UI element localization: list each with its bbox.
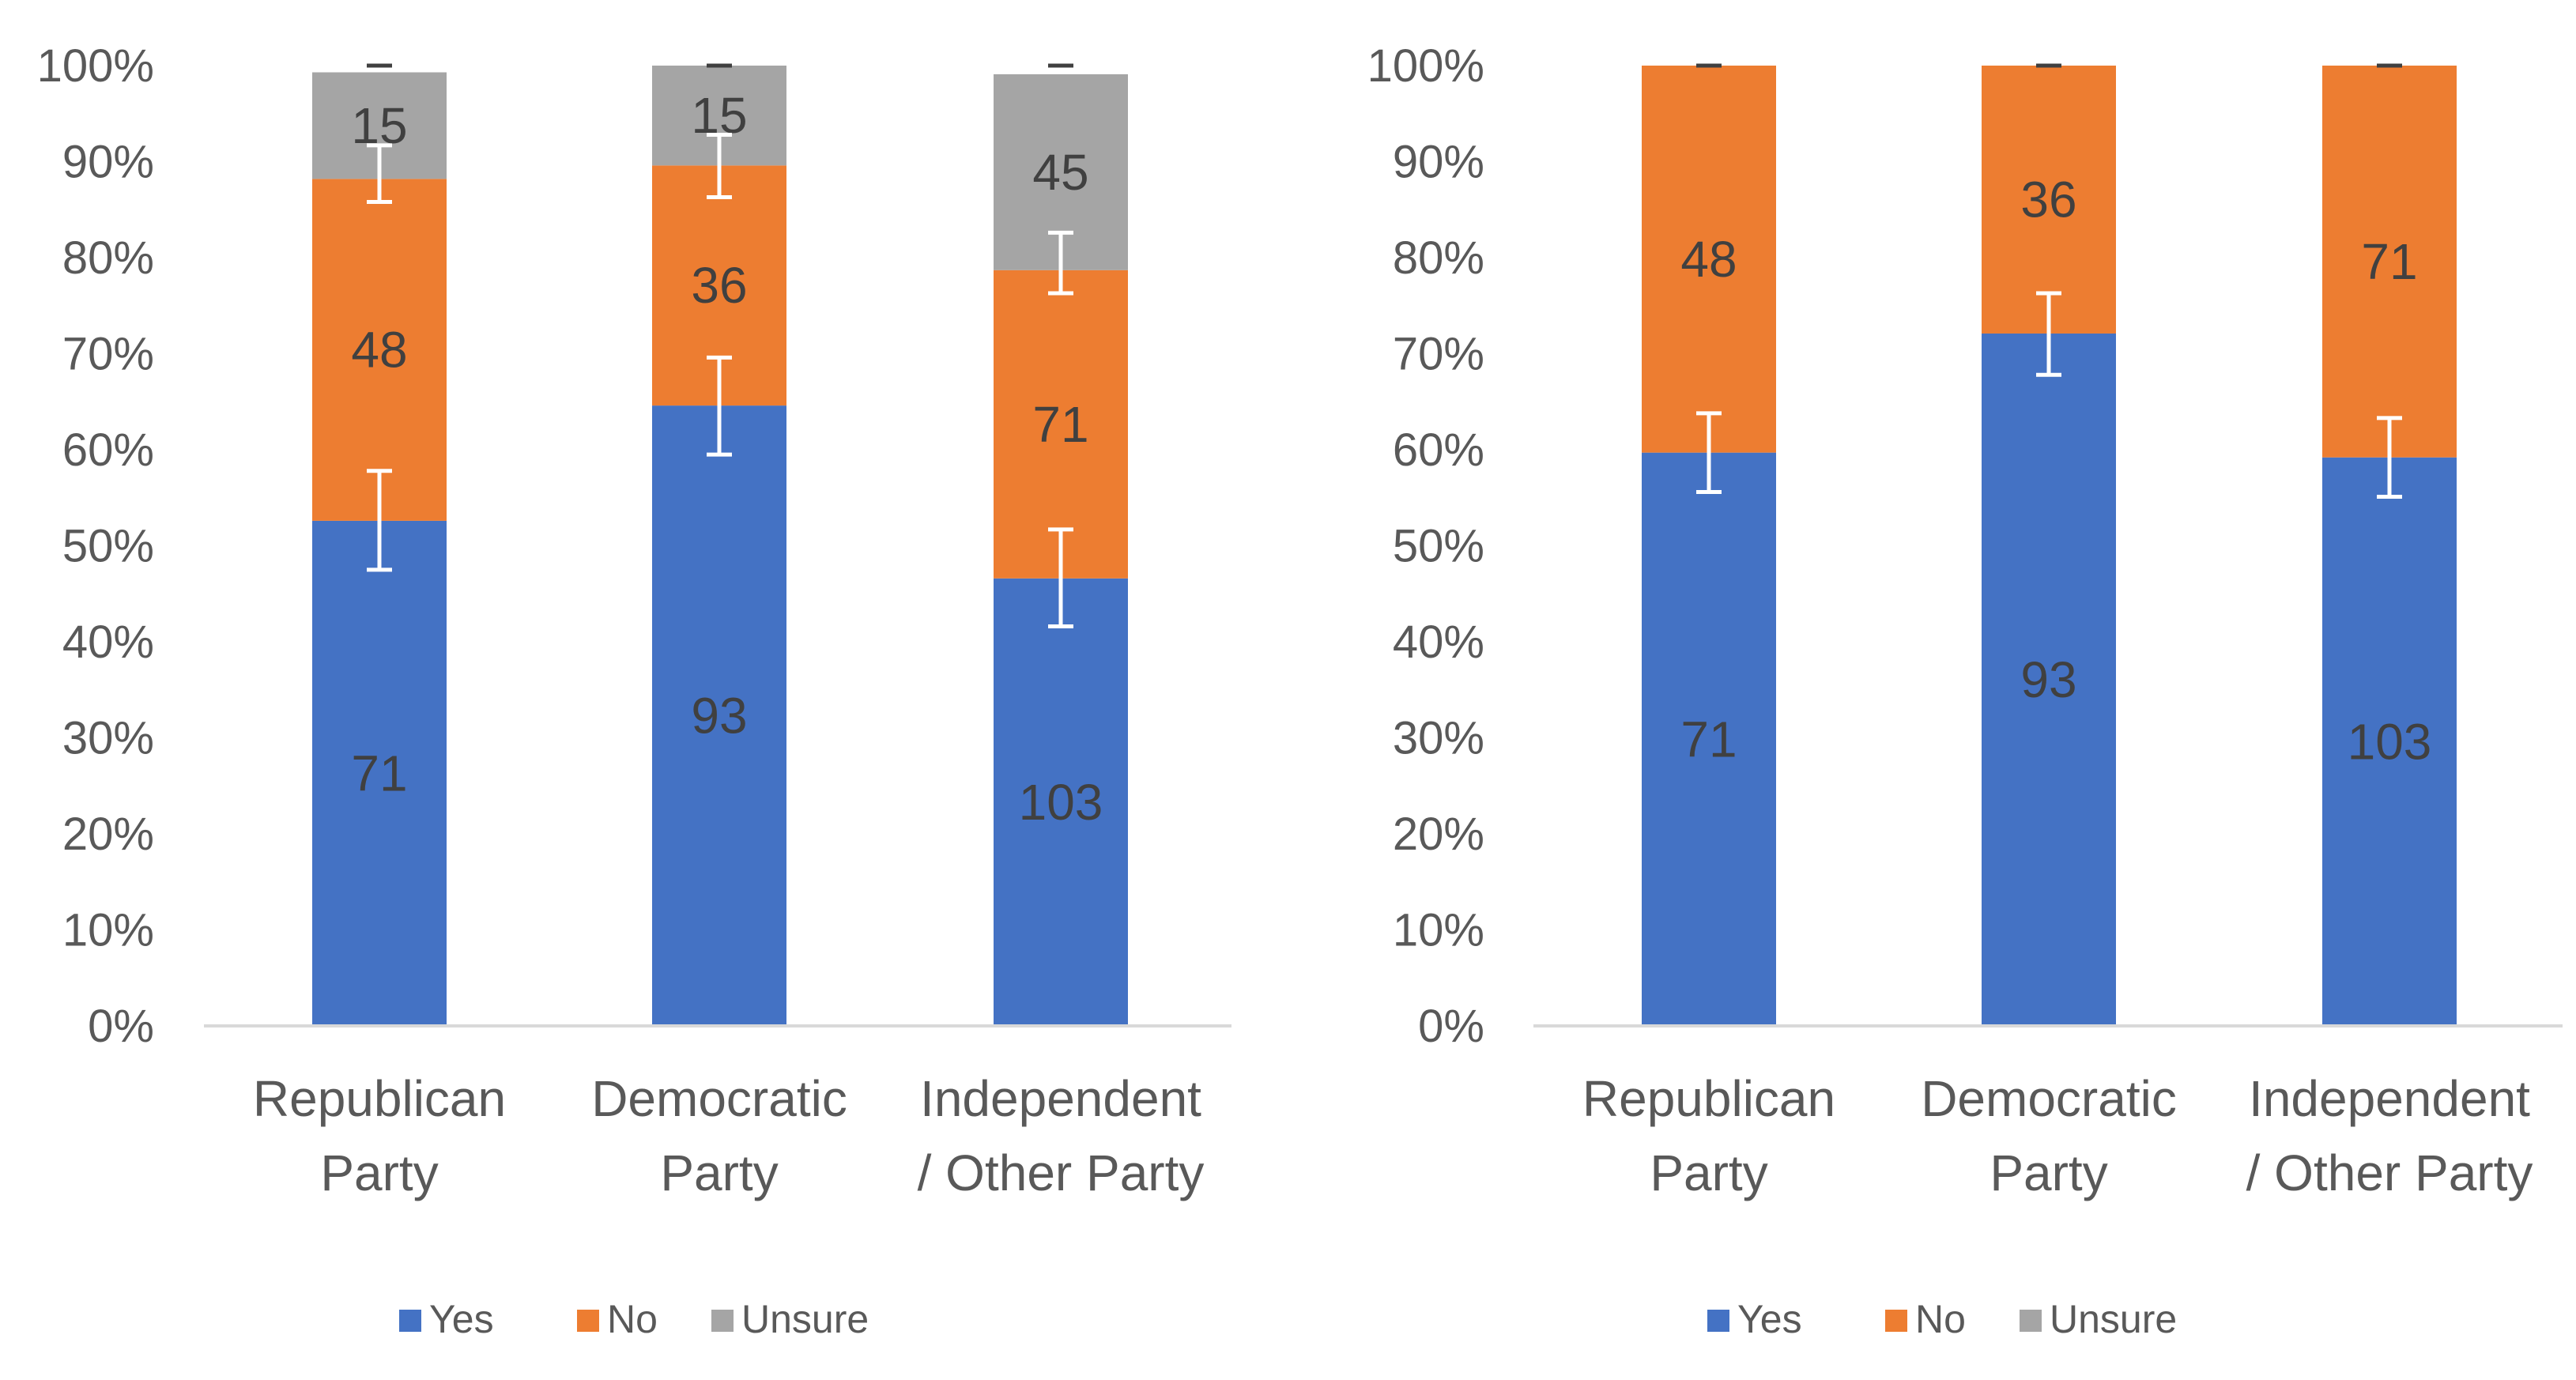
- legend-swatch-yes: [1707, 1310, 1729, 1332]
- error-bar: [367, 143, 392, 205]
- y-tick-label: 10%: [1393, 905, 1484, 956]
- data-label: 45: [1032, 144, 1088, 201]
- error-bar: [2377, 416, 2402, 500]
- data-label: 71: [351, 745, 407, 801]
- legend-label-unsure: Unsure: [741, 1297, 869, 1341]
- bar-no: [312, 179, 447, 521]
- data-label: 93: [691, 688, 747, 745]
- legend-label-no: No: [607, 1297, 658, 1341]
- error-bar: [367, 469, 392, 572]
- y-tick-label: 20%: [1393, 809, 1484, 860]
- y-tick-label: 100%: [1367, 40, 1484, 92]
- y-tick-label: 90%: [62, 137, 154, 188]
- bar-yes: [994, 578, 1128, 1026]
- bar-yes: [2322, 457, 2457, 1026]
- chart-panel-1: 0%10%20%30%40%50%60%70%80%90%100%714815R…: [37, 40, 1231, 1341]
- legend: Yes No Unsure: [1707, 1297, 2177, 1341]
- legend-label-no: No: [1915, 1297, 1966, 1341]
- bar-yes: [1982, 333, 2116, 1026]
- data-label: 48: [1680, 231, 1737, 288]
- x-category-label: Party: [1650, 1144, 1767, 1201]
- y-tick-label: 30%: [62, 713, 154, 764]
- y-tick-label: 80%: [1393, 232, 1484, 284]
- legend: Yes No Unsure: [399, 1297, 869, 1341]
- bar-no: [1642, 66, 1776, 453]
- y-tick-label: 0%: [88, 1001, 154, 1052]
- error-bar: [1048, 527, 1073, 629]
- y-tick-label: 70%: [62, 329, 154, 380]
- data-label: 93: [2020, 651, 2076, 708]
- y-tick-label: 50%: [62, 521, 154, 572]
- legend-label-unsure: Unsure: [2050, 1297, 2177, 1341]
- x-category-label: Democratic: [591, 1070, 847, 1127]
- x-category-label: Republican: [1582, 1070, 1835, 1127]
- legend-swatch-unsure: [2020, 1310, 2042, 1332]
- y-tick-label: 50%: [1393, 521, 1484, 572]
- legend-swatch-unsure: [711, 1310, 734, 1332]
- x-category-label: Republican: [253, 1070, 506, 1127]
- bar-no: [1982, 66, 2116, 334]
- data-label: 71: [1032, 396, 1088, 453]
- y-tick-label: 40%: [62, 616, 154, 668]
- y-tick-label: 60%: [62, 424, 154, 476]
- legend-label-yes: Yes: [429, 1297, 494, 1341]
- x-category-label: Independent: [2249, 1070, 2530, 1127]
- error-bar: [707, 132, 732, 199]
- x-category-label: Party: [660, 1144, 778, 1201]
- legend-label-yes: Yes: [1737, 1297, 1802, 1341]
- y-tick-label: 60%: [1393, 424, 1484, 476]
- y-tick-label: 80%: [62, 232, 154, 284]
- error-bar: [1048, 230, 1073, 296]
- y-tick-label: 10%: [62, 905, 154, 956]
- bar-yes: [1642, 452, 1776, 1026]
- data-label: 103: [1019, 774, 1103, 831]
- error-bar: [707, 355, 732, 457]
- error-bar: [1696, 411, 1722, 494]
- legend-swatch-no: [577, 1310, 599, 1332]
- data-label: 71: [2361, 233, 2417, 290]
- y-tick-label: 100%: [37, 40, 154, 92]
- error-bar: [2036, 291, 2061, 377]
- y-tick-label: 30%: [1393, 713, 1484, 764]
- data-label: 36: [2020, 171, 2076, 228]
- y-tick-label: 90%: [1393, 137, 1484, 188]
- data-label: 71: [1680, 711, 1737, 767]
- x-category-label: Party: [320, 1144, 438, 1201]
- bar-no: [994, 270, 1128, 579]
- y-tick-label: 20%: [62, 809, 154, 860]
- bar-yes: [312, 520, 447, 1026]
- data-label: 103: [2348, 713, 2432, 770]
- chart-panel-2: 0% 10% 20% 30% 40% 50% 60% 70% 80% 90% 100% 71 48 Rep…: [1367, 40, 2563, 1341]
- y-tick-label: 0%: [1418, 1001, 1484, 1052]
- legend-swatch-no: [1885, 1310, 1907, 1332]
- data-label: 36: [691, 257, 747, 314]
- x-category-label: / Other Party: [2246, 1144, 2533, 1201]
- y-tick-label: 40%: [1393, 616, 1484, 668]
- x-category-label: Independent: [920, 1070, 1201, 1127]
- legend-swatch-yes: [399, 1310, 421, 1332]
- data-label: 48: [351, 322, 407, 379]
- bar-no: [2322, 66, 2457, 458]
- x-category-label: Party: [1990, 1144, 2107, 1201]
- bar-yes: [652, 405, 786, 1026]
- x-category-label: / Other Party: [918, 1144, 1205, 1201]
- y-tick-label: 70%: [1393, 329, 1484, 380]
- x-category-label: Democratic: [1921, 1070, 2177, 1127]
